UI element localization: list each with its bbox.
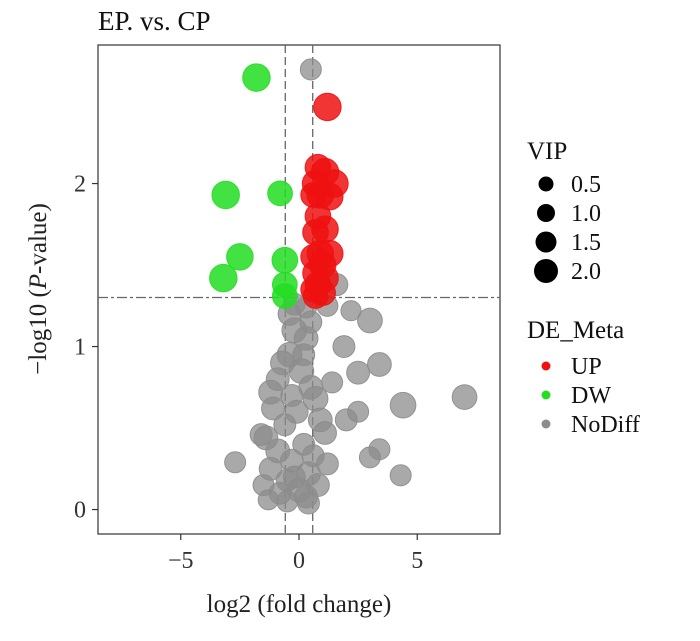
data-point-nodiff (451, 384, 478, 410)
legend-size-title: VIP (527, 138, 567, 165)
data-point-nodiff (224, 451, 247, 474)
data-point-nodiff (346, 360, 371, 385)
data-point-nodiff (367, 352, 392, 377)
data-points (209, 58, 478, 515)
data-point-nodiff (334, 408, 358, 432)
legend-size-label: 1.0 (571, 201, 601, 227)
legend-color-symbol-nodiff (541, 419, 551, 429)
legend-size-label: 0.5 (571, 172, 601, 198)
data-point-nodiff (299, 58, 322, 81)
legend-color-label: UP (571, 354, 602, 380)
y-tick-label: 1 (74, 335, 86, 361)
data-point-nodiff (357, 307, 383, 334)
x-axis-label: log2 (fold change) (207, 591, 392, 618)
legend-size-symbol (538, 176, 554, 192)
data-point-nodiff (258, 456, 283, 481)
data-point-nodiff (313, 421, 337, 445)
axis-ticks: −5 0 5 0 1 2 (74, 172, 423, 574)
y-tick-label: 0 (74, 498, 86, 524)
data-point-up (315, 182, 344, 211)
data-point-dw (242, 63, 271, 92)
y-axis-label: −log10 (P-value) (25, 203, 52, 375)
legend-size-label: 2.0 (571, 259, 601, 285)
data-point-nodiff (340, 300, 362, 322)
legend-color-symbol-up (541, 361, 551, 371)
data-point-nodiff (265, 367, 290, 392)
legend-color-label: DW (571, 383, 611, 409)
data-point-dw (271, 283, 298, 309)
data-point-up (302, 283, 329, 309)
data-point-nodiff (299, 310, 323, 334)
x-tick-label: 0 (293, 548, 305, 574)
data-point-dw (211, 180, 240, 210)
legend-size-label: 1.5 (571, 230, 601, 256)
legend-size-symbol (534, 259, 558, 283)
data-point-nodiff (315, 452, 339, 476)
x-tick-label: 5 (411, 548, 423, 574)
data-point-nodiff (292, 343, 316, 367)
data-point-nodiff (294, 484, 319, 509)
data-point-nodiff (389, 391, 417, 419)
data-point-dw (271, 246, 299, 274)
data-point-up (313, 92, 342, 122)
data-point-nodiff (284, 399, 309, 424)
legend-color-title: DE_Meta (527, 317, 624, 344)
data-point-nodiff (282, 465, 306, 489)
data-point-nodiff (268, 481, 292, 505)
data-point-nodiff (389, 464, 412, 487)
data-point-nodiff (332, 335, 356, 359)
chart-title: EP. vs. CP (98, 6, 211, 36)
legend-size-symbol (535, 231, 557, 253)
x-tick-label: −5 (168, 548, 194, 574)
data-point-dw (267, 180, 293, 207)
legend-color-label: NoDiff (571, 412, 640, 438)
legend-color-symbol-dw (541, 390, 551, 400)
y-tick-label: 2 (74, 172, 86, 198)
legend-size-symbol (537, 204, 555, 222)
data-point-dw (226, 243, 254, 271)
data-point-dw (209, 263, 238, 293)
data-point-nodiff (358, 446, 381, 469)
data-point-nodiff (261, 396, 285, 421)
